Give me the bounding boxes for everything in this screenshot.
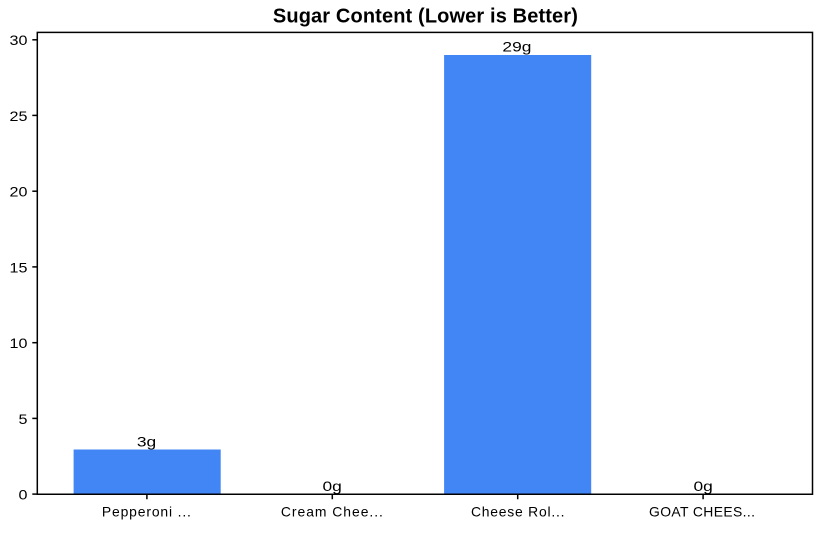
svg-text:30: 30 xyxy=(10,33,28,49)
svg-text:0g: 0g xyxy=(693,480,712,495)
svg-text:0g: 0g xyxy=(322,480,341,495)
svg-text:25: 25 xyxy=(10,109,28,125)
svg-text:5: 5 xyxy=(19,412,28,428)
svg-text:GOAT CHEES...: GOAT CHEES... xyxy=(649,503,755,519)
svg-text:Pepperoni ...: Pepperoni ... xyxy=(102,503,191,519)
svg-text:29g: 29g xyxy=(502,40,531,55)
svg-text:Cream Chee...: Cream Chee... xyxy=(281,503,383,519)
svg-text:10: 10 xyxy=(10,336,28,352)
svg-text:0: 0 xyxy=(19,487,28,503)
svg-text:Sugar Content (Lower is Better: Sugar Content (Lower is Better) xyxy=(273,6,578,28)
svg-text:3g: 3g xyxy=(137,435,156,450)
svg-text:15: 15 xyxy=(10,260,28,276)
svg-text:20: 20 xyxy=(10,185,28,201)
svg-text:Cheese Rol...: Cheese Rol... xyxy=(471,503,565,519)
